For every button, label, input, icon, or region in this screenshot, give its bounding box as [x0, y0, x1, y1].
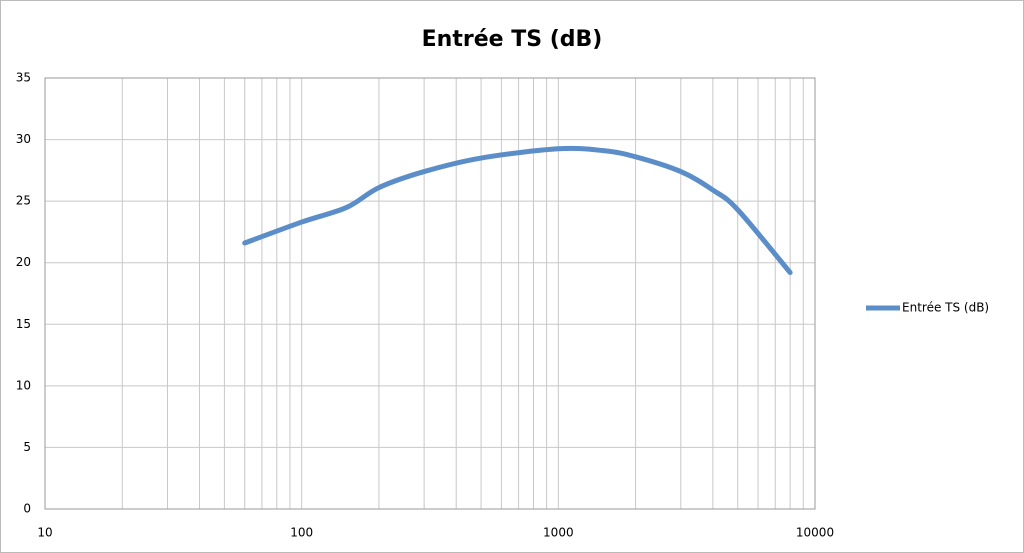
y-tick-label: 15 [16, 317, 31, 331]
y-tick-label: 20 [16, 255, 31, 269]
x-tick-label: 10 [37, 526, 52, 540]
legend-label: Entrée TS (dB) [902, 301, 989, 315]
chart-title: Entrée TS (dB) [422, 27, 603, 52]
y-tick-label: 30 [16, 132, 31, 146]
x-tick-label: 1000 [543, 526, 574, 540]
y-tick-label: 35 [16, 71, 31, 85]
y-tick-label: 10 [16, 378, 31, 392]
y-tick-label: 25 [16, 194, 31, 208]
y-tick-label: 5 [23, 440, 31, 454]
x-tick-label: 10000 [796, 526, 834, 540]
y-tick-label: 0 [23, 502, 31, 516]
series-line [242, 145, 793, 276]
plot-area [44, 77, 816, 510]
x-tick-label: 100 [290, 526, 313, 540]
